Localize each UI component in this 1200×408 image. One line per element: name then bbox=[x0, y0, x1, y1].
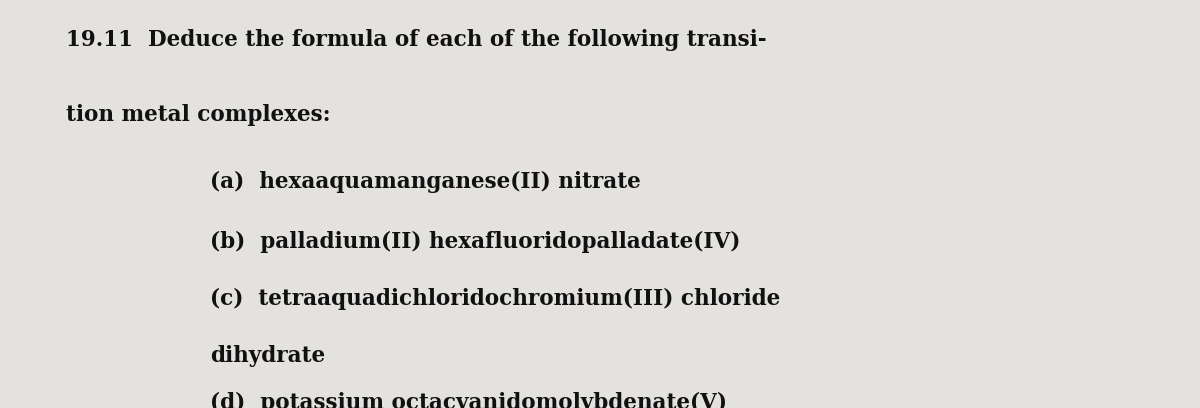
Text: (c)  tetraaquadichloridochromium(III) chloride: (c) tetraaquadichloridochromium(III) chl… bbox=[210, 288, 780, 310]
Text: (b)  palladium(II) hexafluoridopalladate(IV): (b) palladium(II) hexafluoridopalladate(… bbox=[210, 231, 740, 253]
Text: dihydrate: dihydrate bbox=[210, 345, 325, 367]
Text: (d)  potassium octacyanidomolybdenate(V): (d) potassium octacyanidomolybdenate(V) bbox=[210, 392, 727, 408]
Text: (a)  hexaaquamanganese(II) nitrate: (a) hexaaquamanganese(II) nitrate bbox=[210, 171, 641, 193]
Text: 19.11  Deduce the formula of each of the following transi-: 19.11 Deduce the formula of each of the … bbox=[66, 29, 767, 51]
Text: tion metal complexes:: tion metal complexes: bbox=[66, 104, 331, 126]
